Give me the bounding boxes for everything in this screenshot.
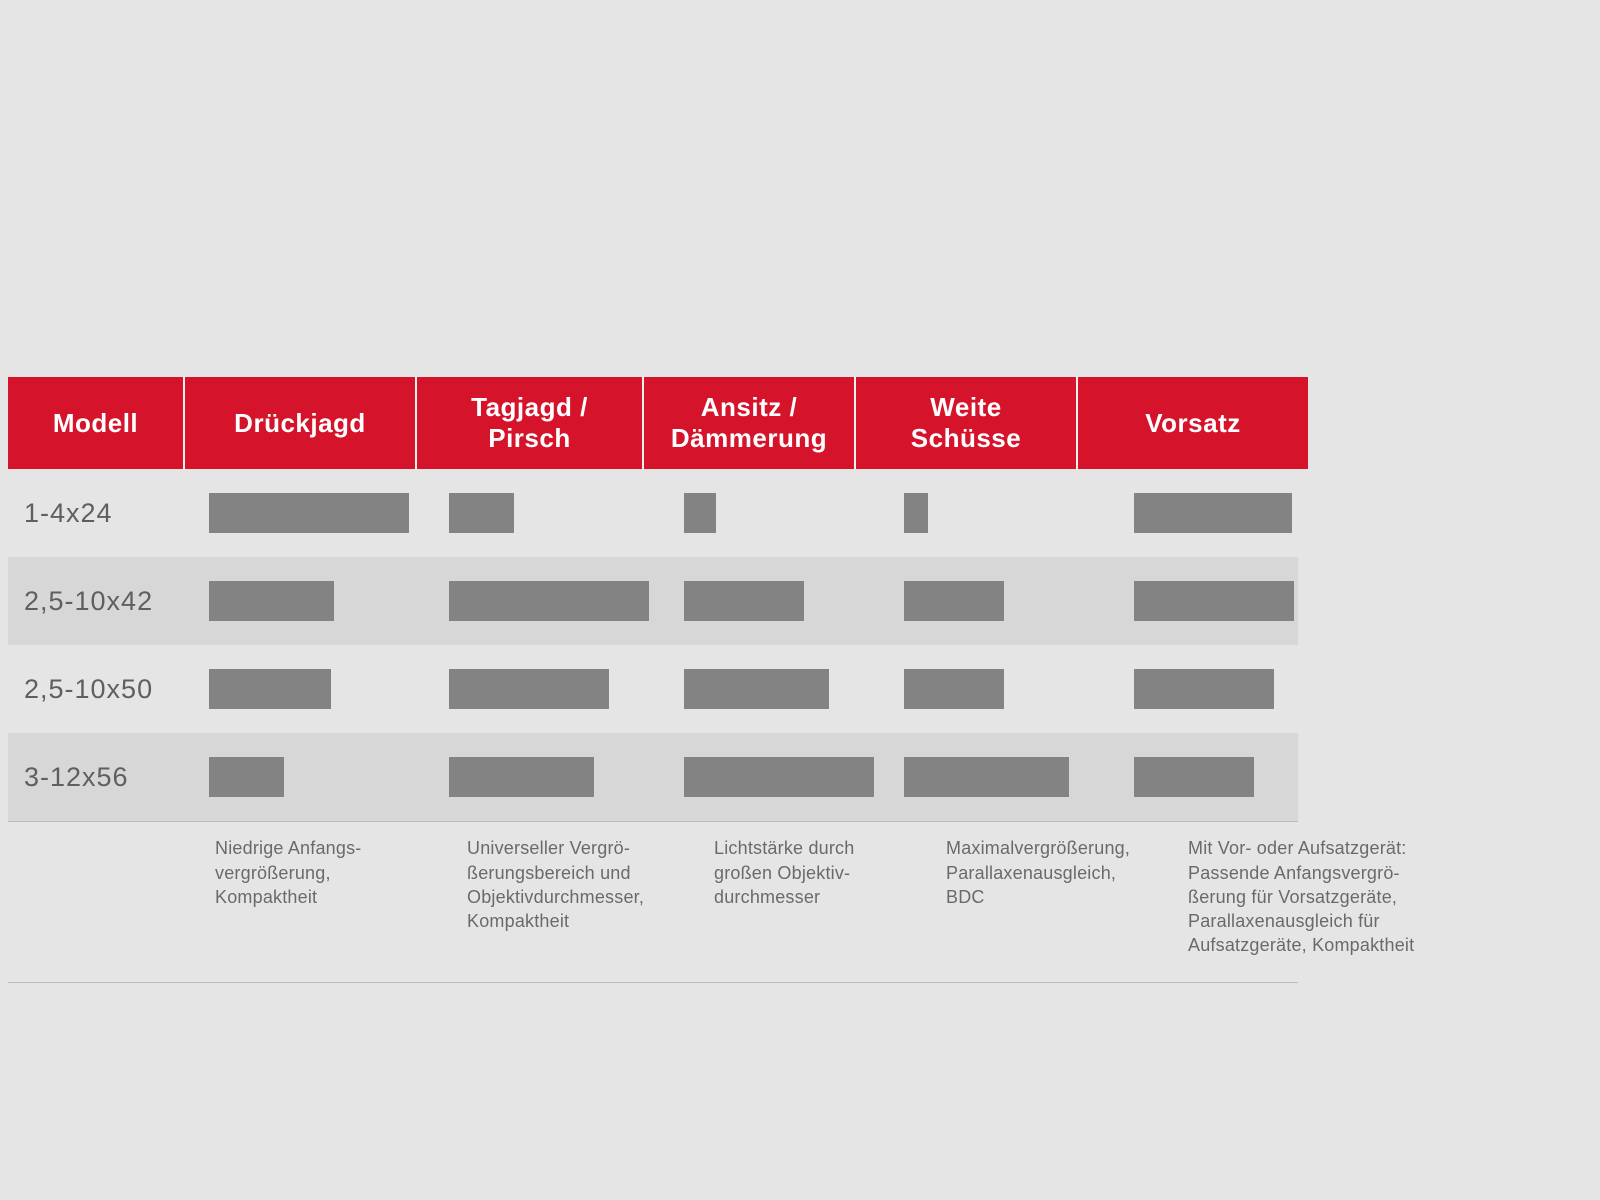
bar-cell (894, 757, 1124, 797)
suitability-bar (449, 757, 594, 797)
suitability-bar (449, 493, 514, 533)
bar-cell (439, 493, 674, 533)
bar-cell (1124, 757, 1364, 797)
footer-cell: Mit Vor- oder Aufsatzgerät:Passende Anfa… (1178, 822, 1430, 981)
table-row: 2,5-10x50 (8, 645, 1298, 733)
table-row: 1-4x24 (8, 469, 1298, 557)
suitability-bar (449, 581, 649, 621)
suitability-bar (904, 493, 928, 533)
header-vorsatz: Vorsatz (1078, 377, 1308, 469)
suitability-bar (1134, 581, 1294, 621)
bar-cell (1124, 581, 1364, 621)
row-label: 1-4x24 (8, 498, 199, 529)
footer-cell: Universeller Vergrö-ßerungsbereich undOb… (457, 822, 704, 981)
bar-cell (199, 669, 439, 709)
bar-cell (199, 581, 439, 621)
suitability-bar (684, 669, 829, 709)
header-tagjagd: Tagjagd /Pirsch (417, 377, 644, 469)
suitability-bar (684, 493, 716, 533)
bar-cell (439, 757, 674, 797)
suitability-bar (209, 669, 331, 709)
suitability-bar (904, 581, 1004, 621)
header-ansitz: Ansitz /Dämmerung (644, 377, 856, 469)
row-label: 2,5-10x50 (8, 674, 199, 705)
suitability-bar (684, 757, 874, 797)
bar-cell (1124, 669, 1364, 709)
suitability-bar (1134, 669, 1274, 709)
table-row: 3-12x56 (8, 733, 1298, 821)
bar-cell (894, 581, 1124, 621)
footer-cell (8, 822, 205, 981)
table-header-row: Modell Drückjagd Tagjagd /Pirsch Ansitz … (8, 377, 1298, 469)
table-row: 2,5-10x42 (8, 557, 1298, 645)
bar-cell (894, 493, 1124, 533)
suitability-bar (449, 669, 609, 709)
bar-cell (894, 669, 1124, 709)
bar-cell (674, 669, 894, 709)
bar-cell (674, 581, 894, 621)
suitability-bar (209, 493, 409, 533)
table-footer-row: Niedrige Anfangs-vergrößerung,Kompakthei… (8, 821, 1298, 981)
suitability-bar (209, 581, 334, 621)
suitability-bar (1134, 493, 1292, 533)
bar-cell (199, 493, 439, 533)
suitability-bar (684, 581, 804, 621)
row-label: 3-12x56 (8, 762, 199, 793)
footer-cell: Niedrige Anfangs-vergrößerung,Kompakthei… (205, 822, 457, 981)
suitability-bar (1134, 757, 1254, 797)
comparison-table: Modell Drückjagd Tagjagd /Pirsch Ansitz … (8, 377, 1298, 982)
suitability-bar (904, 757, 1069, 797)
bar-cell (439, 581, 674, 621)
header-weite: WeiteSchüsse (856, 377, 1078, 469)
bar-cell (1124, 493, 1364, 533)
bar-cell (439, 669, 674, 709)
header-modell: Modell (8, 377, 185, 469)
header-drueckjagd: Drückjagd (185, 377, 417, 469)
footer-cell: Lichtstärke durchgroßen Objektiv-durchme… (704, 822, 936, 981)
bar-cell (674, 757, 894, 797)
row-label: 2,5-10x42 (8, 586, 199, 617)
bar-cell (199, 757, 439, 797)
suitability-bar (209, 757, 284, 797)
suitability-bar (904, 669, 1004, 709)
footer-cell: Maximalvergrößerung,Parallaxenausgleich,… (936, 822, 1178, 981)
bar-cell (674, 493, 894, 533)
